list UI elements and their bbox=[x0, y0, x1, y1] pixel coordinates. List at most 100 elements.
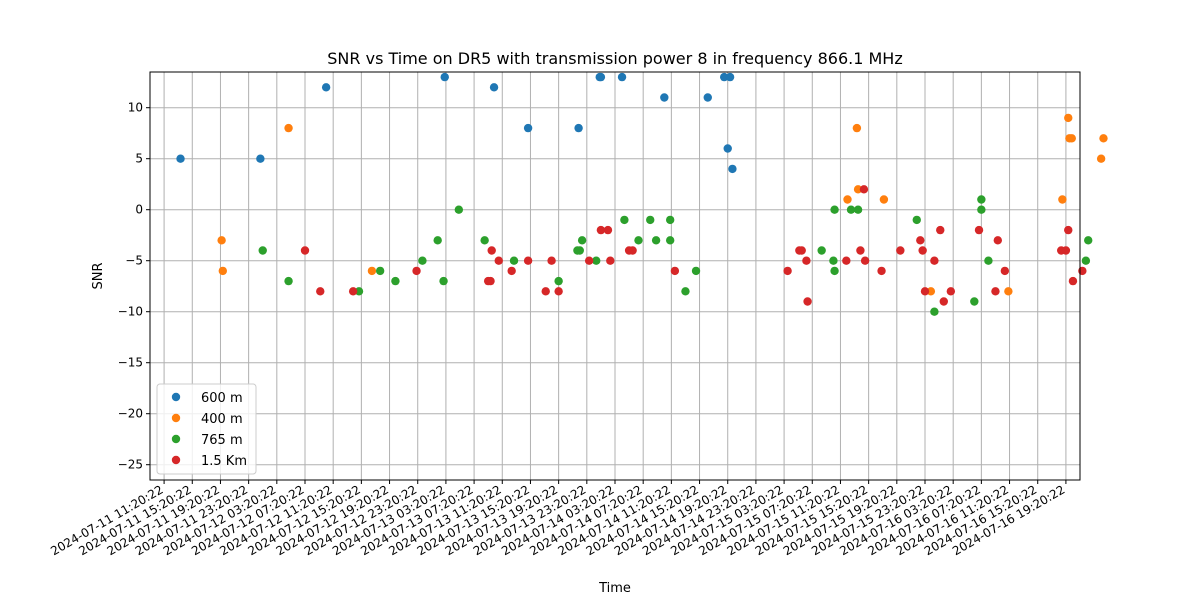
legend-label: 1.5 Km bbox=[201, 454, 247, 469]
data-point bbox=[920, 287, 930, 296]
data-point bbox=[802, 256, 811, 265]
y-tick-label: 0 bbox=[135, 203, 143, 217]
data-point bbox=[930, 307, 939, 316]
series-3 bbox=[258, 195, 1093, 316]
data-point bbox=[646, 215, 655, 225]
data-point bbox=[256, 154, 265, 163]
data-point bbox=[541, 287, 550, 296]
data-point bbox=[830, 205, 839, 214]
data-point bbox=[930, 256, 939, 265]
data-point bbox=[703, 93, 712, 102]
chart-title: SNR vs Time on DR5 with transmission pow… bbox=[327, 49, 902, 68]
legend-marker bbox=[171, 434, 181, 444]
data-point bbox=[440, 72, 449, 82]
data-point bbox=[596, 225, 606, 235]
data-point bbox=[984, 256, 993, 265]
data-point bbox=[494, 256, 503, 265]
data-point bbox=[454, 205, 464, 214]
data-points bbox=[176, 72, 1108, 316]
data-point bbox=[853, 205, 863, 214]
series-4 bbox=[300, 185, 1087, 306]
data-point bbox=[829, 256, 838, 265]
data-point bbox=[1068, 276, 1078, 286]
y-axis-ticks: 10 5 0 −5 −10 −15 −20 −25 bbox=[118, 101, 150, 472]
y-tick-label: −10 bbox=[118, 305, 143, 319]
data-point bbox=[603, 225, 613, 235]
data-point bbox=[1081, 256, 1091, 265]
data-point bbox=[974, 225, 984, 235]
data-point bbox=[487, 246, 496, 255]
data-point bbox=[993, 236, 1003, 245]
data-point bbox=[375, 266, 385, 276]
data-point bbox=[439, 276, 448, 286]
data-point bbox=[723, 144, 732, 153]
data-point bbox=[354, 287, 364, 296]
legend: 600 m 400 m 765 m 1.5 Km bbox=[156, 383, 257, 475]
data-point bbox=[1064, 225, 1073, 235]
legend-label: 400 m bbox=[201, 412, 243, 427]
data-point bbox=[617, 72, 627, 82]
y-tick-label: 5 bbox=[135, 152, 143, 166]
data-point bbox=[1064, 113, 1073, 123]
data-point bbox=[970, 297, 979, 306]
data-point bbox=[843, 195, 852, 204]
data-point bbox=[1084, 236, 1093, 245]
data-point bbox=[912, 215, 921, 225]
data-point bbox=[634, 236, 643, 245]
data-point bbox=[554, 287, 563, 296]
data-point bbox=[509, 256, 519, 265]
data-point bbox=[507, 266, 516, 276]
data-point bbox=[846, 205, 856, 214]
data-point bbox=[860, 256, 870, 265]
data-point bbox=[628, 246, 637, 255]
data-point bbox=[720, 72, 729, 82]
data-point bbox=[412, 266, 421, 276]
data-point bbox=[218, 266, 228, 276]
data-point bbox=[575, 246, 584, 255]
data-point bbox=[574, 123, 583, 133]
data-point bbox=[856, 246, 865, 255]
legend-marker bbox=[171, 455, 181, 465]
data-point bbox=[803, 297, 812, 306]
series-2 bbox=[217, 113, 1108, 296]
data-point bbox=[486, 276, 495, 286]
data-point bbox=[284, 276, 293, 286]
data-point bbox=[946, 287, 956, 296]
y-tick-label: −25 bbox=[118, 458, 143, 472]
data-point bbox=[725, 72, 735, 82]
x-axis-label: Time bbox=[598, 581, 631, 596]
data-point bbox=[523, 123, 533, 133]
data-point bbox=[797, 246, 806, 255]
data-point bbox=[817, 246, 826, 255]
data-point bbox=[977, 205, 986, 214]
data-point bbox=[367, 266, 377, 276]
data-point bbox=[433, 236, 442, 245]
data-point bbox=[284, 123, 293, 133]
data-point bbox=[176, 154, 185, 163]
data-point bbox=[300, 246, 310, 255]
y-tick-label: −20 bbox=[118, 407, 143, 421]
data-point bbox=[523, 256, 533, 265]
data-point bbox=[554, 276, 563, 286]
data-point bbox=[651, 236, 661, 245]
data-point bbox=[547, 256, 556, 265]
y-axis-label: SNR bbox=[91, 262, 106, 289]
y-tick-label: −15 bbox=[118, 356, 143, 370]
data-point bbox=[316, 287, 325, 296]
data-point bbox=[418, 256, 427, 265]
data-point bbox=[348, 287, 358, 296]
legend-label: 600 m bbox=[201, 391, 243, 406]
data-point bbox=[321, 83, 331, 92]
data-point bbox=[879, 195, 889, 204]
data-point bbox=[1099, 134, 1108, 143]
data-point bbox=[877, 266, 886, 276]
legend-marker bbox=[171, 413, 181, 423]
data-point bbox=[939, 297, 948, 306]
data-point bbox=[728, 164, 737, 174]
data-point bbox=[217, 236, 226, 245]
data-point bbox=[1078, 266, 1087, 276]
data-point bbox=[489, 83, 499, 92]
data-point bbox=[918, 246, 927, 255]
